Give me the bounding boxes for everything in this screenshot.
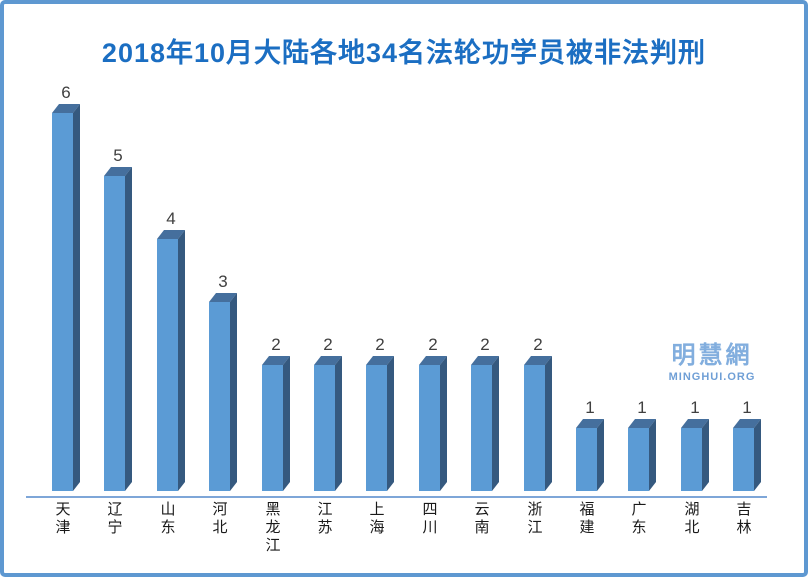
x-axis-label: 湖北 bbox=[682, 501, 700, 537]
bar-value-label: 2 bbox=[533, 335, 543, 354]
bar bbox=[681, 428, 702, 491]
x-axis-label: 云南 bbox=[472, 501, 490, 537]
bar-side-face bbox=[754, 419, 761, 491]
bar bbox=[524, 365, 545, 491]
watermark-chinese-text: 明慧網 bbox=[671, 342, 753, 369]
bar-value-label: 1 bbox=[637, 398, 647, 417]
x-axis-label: 四川 bbox=[420, 501, 438, 537]
bar-value-label: 6 bbox=[61, 83, 71, 102]
bar-value-label: 1 bbox=[690, 398, 700, 417]
bar-side-face bbox=[597, 419, 604, 491]
bar-side-face bbox=[335, 356, 342, 491]
bar bbox=[419, 365, 440, 491]
bar-value-label: 2 bbox=[428, 335, 438, 354]
bar bbox=[104, 176, 125, 491]
bar-value-label: 2 bbox=[271, 335, 281, 354]
bar-value-label: 2 bbox=[323, 335, 333, 354]
bar bbox=[366, 365, 387, 491]
plot-area: 6 天津 5 辽宁 4 山东 3 河北 2 黑龙江 2 江苏 2 上海 2 四川 2 云南 2 浙江 1 福建 1 广东 1 湖北… bbox=[4, 4, 804, 573]
chart-title: 2018年10月大陆各地34名法轮功学员被非法判刑 bbox=[101, 38, 707, 68]
bar-value-label: 2 bbox=[375, 335, 385, 354]
x-axis-line bbox=[26, 496, 767, 498]
x-axis-label: 黑龙江 bbox=[263, 501, 281, 555]
x-axis-label: 江苏 bbox=[315, 501, 333, 537]
minghui-watermark: 明慧網 MINGHUI.ORG bbox=[654, 342, 770, 384]
bar-side-face bbox=[283, 356, 290, 491]
x-axis-label: 山东 bbox=[158, 501, 176, 537]
x-axis-label: 吉林 bbox=[734, 501, 752, 537]
bar-value-label: 5 bbox=[113, 146, 123, 165]
bar-value-label: 1 bbox=[585, 398, 595, 417]
bar bbox=[157, 239, 178, 491]
bar-side-face bbox=[230, 293, 237, 491]
bar bbox=[733, 428, 754, 491]
bar-value-label: 4 bbox=[166, 209, 176, 228]
bar-side-face bbox=[440, 356, 447, 491]
bar bbox=[262, 365, 283, 491]
bar-side-face bbox=[125, 167, 132, 491]
bar-value-label: 2 bbox=[480, 335, 490, 354]
bar-side-face bbox=[387, 356, 394, 491]
x-axis-label: 天津 bbox=[53, 501, 71, 537]
x-axis-label: 河北 bbox=[210, 501, 228, 537]
x-axis-label: 浙江 bbox=[525, 501, 543, 537]
bar bbox=[471, 365, 492, 491]
bar bbox=[52, 113, 73, 491]
bar-value-label: 3 bbox=[218, 272, 228, 291]
x-axis-label: 辽宁 bbox=[105, 501, 123, 537]
x-axis-label: 福建 bbox=[577, 501, 595, 537]
bar bbox=[576, 428, 597, 491]
x-axis-label: 广东 bbox=[629, 501, 647, 537]
bar bbox=[314, 365, 335, 491]
bar bbox=[628, 428, 649, 491]
bar-side-face bbox=[649, 419, 656, 491]
bar-side-face bbox=[545, 356, 552, 491]
x-axis-label: 上海 bbox=[367, 501, 385, 537]
bar-value-label: 1 bbox=[742, 398, 752, 417]
bar-side-face bbox=[178, 230, 185, 491]
bar bbox=[209, 302, 230, 491]
bar-side-face bbox=[73, 104, 80, 492]
bar-side-face bbox=[702, 419, 709, 491]
watermark-latin-text: MINGHUI.ORG bbox=[668, 371, 756, 383]
bar-side-face bbox=[492, 356, 499, 491]
